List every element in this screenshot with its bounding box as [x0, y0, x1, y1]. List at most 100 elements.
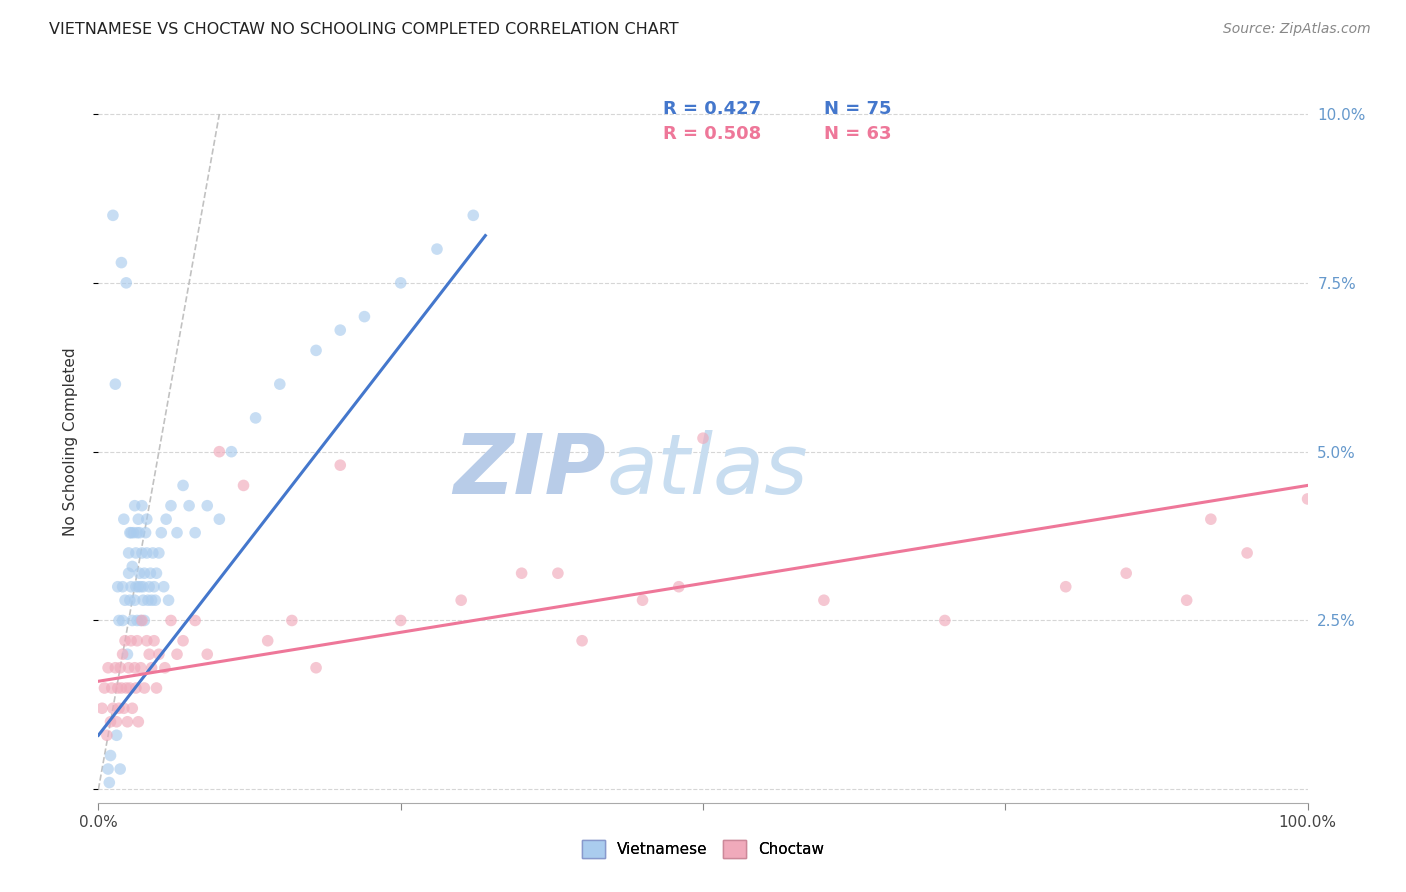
- Point: [108, 701, 131, 715]
- Point: [547, 566, 569, 581]
- Point: [118, 681, 141, 695]
- Point: [138, 580, 160, 594]
- Point: [118, 566, 141, 581]
- Point: [125, 580, 148, 594]
- Point: [96, 728, 118, 742]
- Point: [184, 614, 207, 628]
- Point: [692, 431, 714, 445]
- Point: [101, 208, 124, 222]
- Point: [112, 701, 135, 715]
- Point: [184, 525, 207, 540]
- Point: [631, 593, 654, 607]
- Point: [120, 525, 142, 540]
- Point: [934, 614, 956, 628]
- Point: [114, 593, 136, 607]
- Point: [121, 614, 143, 628]
- Point: [128, 525, 150, 540]
- Point: [112, 512, 135, 526]
- Text: Source: ZipAtlas.com: Source: ZipAtlas.com: [1223, 22, 1371, 37]
- Point: [100, 748, 122, 763]
- Point: [125, 546, 148, 560]
- Point: [195, 647, 218, 661]
- Point: [127, 714, 149, 729]
- Point: [111, 647, 134, 661]
- Point: [108, 661, 131, 675]
- Point: [118, 546, 141, 560]
- Point: [100, 714, 122, 729]
- Point: [450, 593, 472, 607]
- Point: [141, 593, 163, 607]
- Point: [269, 377, 291, 392]
- Point: [305, 661, 328, 675]
- Text: R = 0.427: R = 0.427: [664, 100, 761, 118]
- Point: [135, 525, 157, 540]
- Point: [124, 593, 146, 607]
- Point: [145, 566, 167, 581]
- Point: [1115, 566, 1137, 581]
- Point: [131, 546, 153, 560]
- Point: [1296, 491, 1319, 506]
- Point: [104, 377, 127, 392]
- Y-axis label: No Schooling Completed: No Schooling Completed: [63, 347, 77, 536]
- Text: N = 75: N = 75: [824, 100, 891, 118]
- Point: [121, 559, 143, 574]
- Point: [152, 580, 174, 594]
- Point: [108, 614, 131, 628]
- Point: [160, 614, 183, 628]
- Point: [104, 661, 127, 675]
- Point: [157, 593, 180, 607]
- Point: [1199, 512, 1222, 526]
- Point: [120, 580, 142, 594]
- Point: [111, 580, 134, 594]
- Point: [111, 614, 134, 628]
- Text: R = 0.508: R = 0.508: [664, 126, 761, 144]
- Point: [153, 661, 176, 675]
- Point: [125, 681, 148, 695]
- Point: [93, 681, 115, 695]
- Point: [134, 566, 156, 581]
- Point: [97, 661, 120, 675]
- Point: [128, 566, 150, 581]
- Point: [131, 614, 153, 628]
- Text: ZIP: ZIP: [454, 430, 606, 511]
- Point: [110, 681, 132, 695]
- Text: N = 63: N = 63: [824, 126, 891, 144]
- Point: [105, 714, 128, 729]
- Point: [110, 255, 132, 269]
- Point: [105, 728, 128, 742]
- Point: [127, 512, 149, 526]
- Point: [208, 512, 231, 526]
- Point: [166, 525, 188, 540]
- Point: [148, 546, 170, 560]
- Point: [172, 478, 194, 492]
- Point: [135, 633, 157, 648]
- Text: VIETNAMESE VS CHOCTAW NO SCHOOLING COMPLETED CORRELATION CHART: VIETNAMESE VS CHOCTAW NO SCHOOLING COMPL…: [49, 22, 679, 37]
- Point: [117, 647, 139, 661]
- Point: [1175, 593, 1198, 607]
- Point: [389, 614, 412, 628]
- Point: [127, 633, 149, 648]
- Point: [208, 444, 231, 458]
- Point: [118, 593, 141, 607]
- Point: [124, 661, 146, 675]
- Point: [143, 580, 166, 594]
- Point: [97, 762, 120, 776]
- Point: [172, 633, 194, 648]
- Point: [571, 633, 593, 648]
- Point: [135, 546, 157, 560]
- Point: [245, 411, 267, 425]
- Point: [141, 661, 163, 675]
- Point: [127, 614, 149, 628]
- Point: [129, 614, 152, 628]
- Point: [127, 580, 149, 594]
- Point: [127, 525, 149, 540]
- Point: [150, 525, 173, 540]
- Point: [179, 499, 201, 513]
- Point: [329, 323, 352, 337]
- Point: [122, 525, 145, 540]
- Point: [426, 242, 449, 256]
- Point: [118, 525, 141, 540]
- Point: [353, 310, 375, 324]
- Point: [281, 614, 304, 628]
- Point: [510, 566, 533, 581]
